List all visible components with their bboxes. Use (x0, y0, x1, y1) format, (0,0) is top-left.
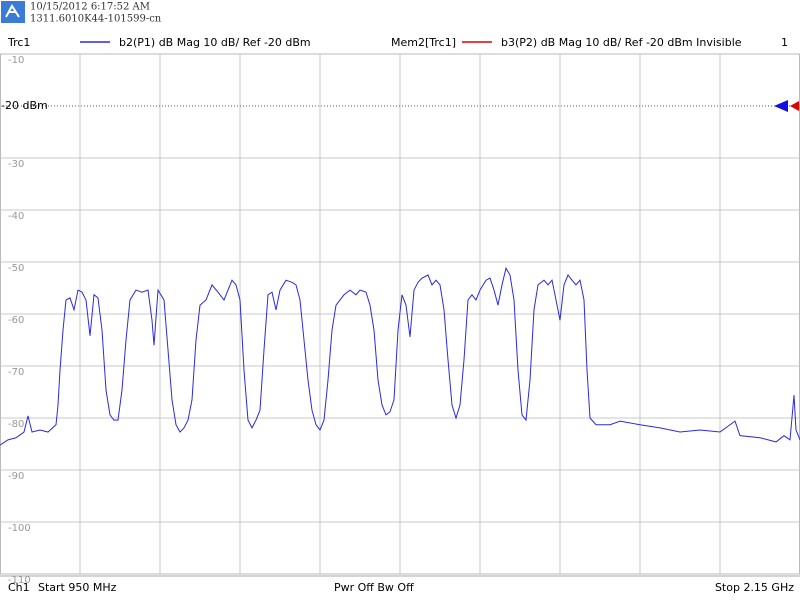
y-tick-label: -10 (8, 55, 24, 66)
legend-label: b2(P1) dB Mag 10 dB/ Ref -20 dBm (119, 36, 311, 49)
y-tick-label: -50 (8, 263, 24, 274)
device-id: 1311.6010K44-101599-cn (30, 14, 162, 25)
channel-marker: 1 (781, 36, 788, 49)
ref-marker (774, 100, 788, 112)
y-tick-label: -70 (8, 367, 24, 378)
y-tick-label: -20 dBm (1, 99, 48, 112)
timestamp: 10/15/2012 6:17:52 AM (30, 2, 150, 13)
logo-mark (5, 4, 20, 18)
trace-label: Trc1 (7, 36, 30, 49)
y-tick-label: -80 (8, 419, 24, 430)
y-tick-label: -60 (8, 315, 24, 326)
footer-channel: Ch1 (8, 581, 30, 594)
y-tick-label: -40 (8, 211, 24, 222)
footer-start: Start 950 MHz (38, 581, 117, 594)
memory-label: Mem2[Trc1] (391, 36, 456, 49)
footer-power: Pwr Off Bw Off (334, 581, 414, 594)
memory-legend-label: b3(P2) dB Mag 10 dB/ Ref -20 dBm Invisib… (501, 36, 742, 49)
ref-marker-mem (790, 101, 799, 111)
trace-line (0, 266, 800, 446)
y-tick-label: -30 (8, 159, 24, 170)
y-tick-label: -100 (8, 523, 31, 534)
footer-stop: Stop 2.15 GHz (715, 581, 794, 594)
y-tick-label: -110 (8, 575, 31, 586)
y-tick-label: -90 (8, 471, 24, 482)
